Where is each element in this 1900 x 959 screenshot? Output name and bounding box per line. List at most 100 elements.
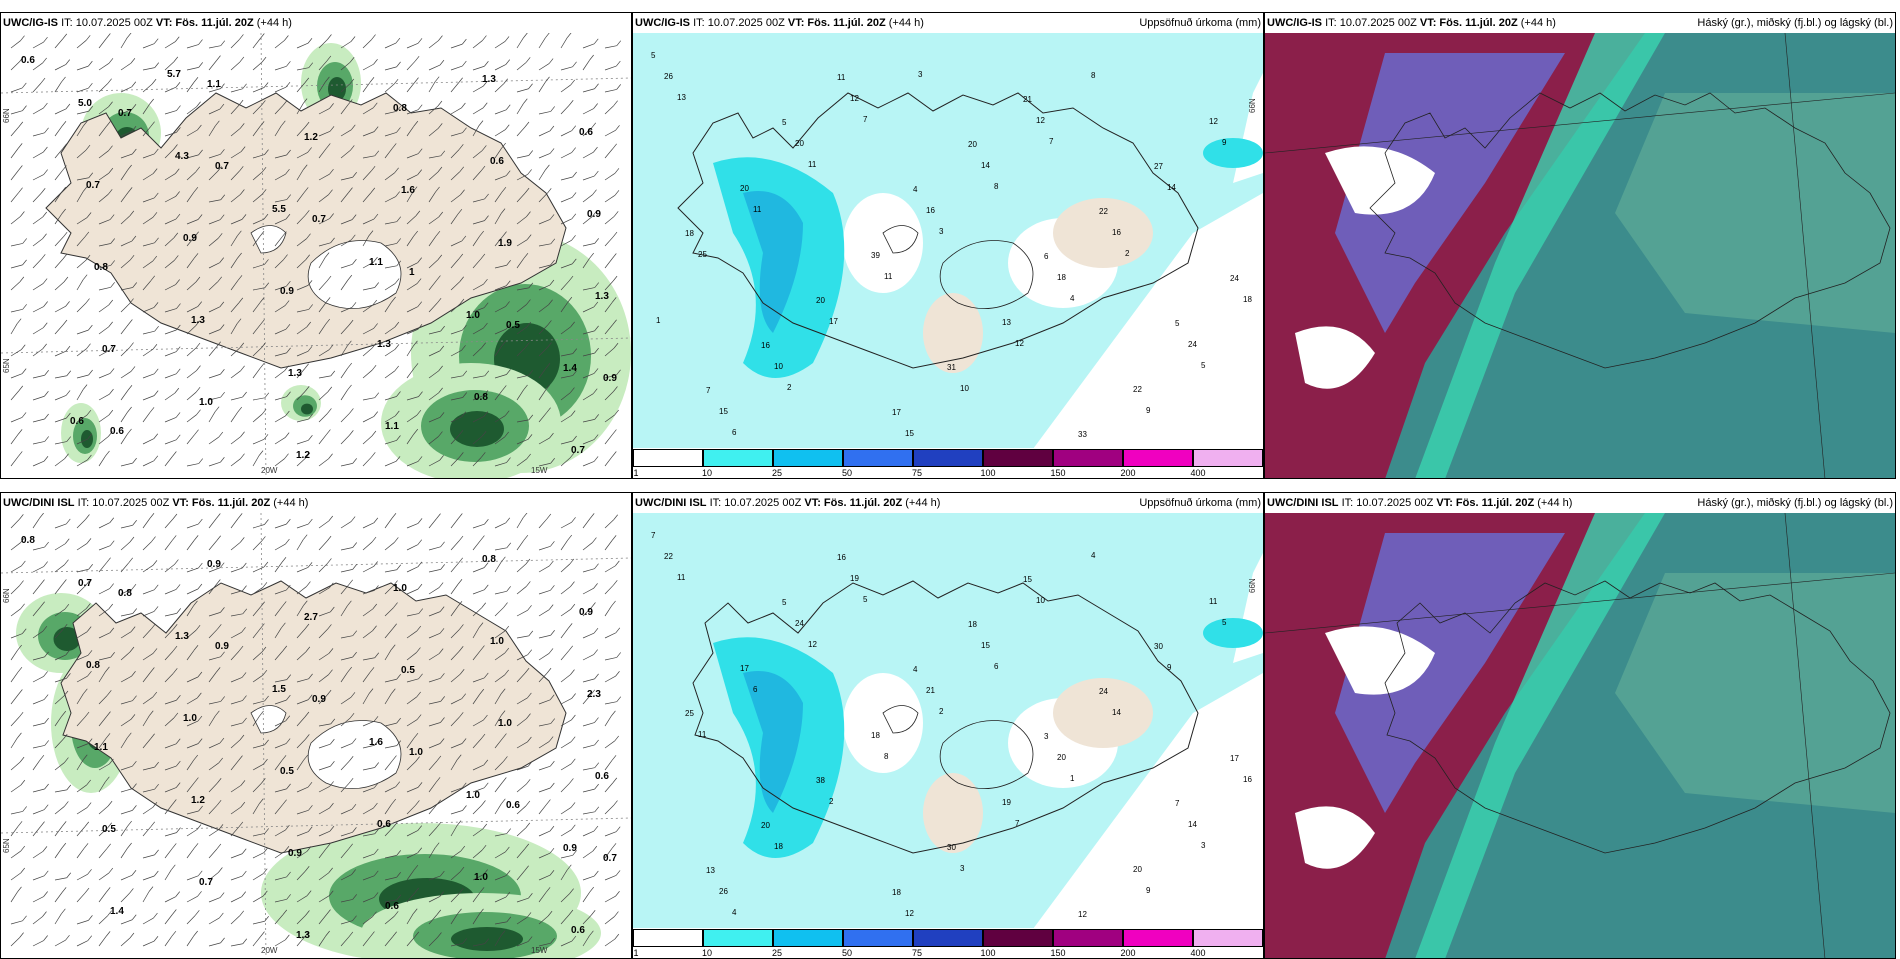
wind-barb xyxy=(142,197,155,203)
wind-barb xyxy=(538,264,551,269)
wind-barb xyxy=(450,698,462,705)
wind-barb-flag xyxy=(107,189,113,195)
gust-value: 0.6 xyxy=(595,771,609,782)
wind-barb xyxy=(98,522,110,529)
wind-barb-flag xyxy=(20,35,25,41)
panel-title: UWC/IG-IS IT: 10.07.2025 00Z VT: Fös. 11… xyxy=(3,17,292,29)
wind-barb-flag xyxy=(88,564,93,570)
wind-barb-flag xyxy=(396,391,401,397)
wind-barb xyxy=(516,458,527,467)
wind-barb-flag xyxy=(195,276,201,283)
wind-barb xyxy=(340,41,352,49)
wind-barb-flag xyxy=(415,756,420,762)
wind-barb-flag xyxy=(413,732,419,739)
wind-barb xyxy=(296,126,306,137)
precip-value: 18 xyxy=(1243,295,1252,304)
wind-barb xyxy=(208,306,220,313)
precip-value: 16 xyxy=(761,341,770,350)
wind-barb xyxy=(274,720,286,727)
wind-barb-flag xyxy=(240,146,246,152)
wind-barb-flag xyxy=(44,740,49,746)
wind-barb xyxy=(230,411,239,423)
wind-barb xyxy=(230,171,240,181)
wind-barb-flag xyxy=(501,340,507,347)
wind-barb-flag xyxy=(237,275,243,281)
wind-barb-flag xyxy=(348,843,353,850)
wind-barb-flag xyxy=(546,513,552,520)
wind-barb-flag xyxy=(330,237,335,244)
wind-barb xyxy=(164,392,176,401)
wind-barb xyxy=(494,921,507,925)
wind-barb-flag xyxy=(129,210,135,217)
wind-barb xyxy=(428,701,441,705)
wind-barb-flag xyxy=(259,710,264,717)
wind-barb-flag xyxy=(239,34,244,40)
wind-barb-flag xyxy=(85,35,91,41)
precip-value: 3 xyxy=(1044,732,1049,741)
wind-barb-flag xyxy=(548,604,554,610)
wind-barb xyxy=(296,567,309,573)
wind-barb-flag xyxy=(591,602,596,608)
wind-barb xyxy=(274,173,286,181)
wind-barb xyxy=(252,873,264,881)
wind-barb-flag xyxy=(82,384,88,390)
wind-barb-flag xyxy=(40,579,45,585)
wind-barb-flag xyxy=(480,253,486,260)
wind-barb-flag xyxy=(372,102,378,109)
wind-barb-flag xyxy=(176,760,181,767)
gust-value: 1.1 xyxy=(385,421,399,432)
wind-barb xyxy=(32,606,41,617)
wind-barb-flag xyxy=(174,559,179,565)
wind-barb xyxy=(428,569,441,573)
wind-barb xyxy=(538,787,551,793)
wind-barb-flag xyxy=(176,827,181,833)
wind-barb-flag xyxy=(459,624,464,630)
wind-barb xyxy=(120,788,133,793)
precip-value: 17 xyxy=(740,664,749,673)
wind-barb-flag xyxy=(21,412,27,418)
wind-barb-flag xyxy=(414,931,420,938)
wind-barb-flag xyxy=(109,388,114,395)
wind-barb xyxy=(54,939,66,947)
wind-barb xyxy=(450,629,460,639)
wind-barb-flag xyxy=(570,669,575,675)
wind-barb-flag xyxy=(594,282,600,288)
wind-barb xyxy=(450,810,463,815)
wind-barb xyxy=(230,436,241,445)
wind-barb xyxy=(54,458,65,467)
wind-barb-flag xyxy=(482,145,487,151)
wind-barb xyxy=(582,518,591,529)
wind-barb xyxy=(318,807,330,815)
wind-barb xyxy=(604,148,613,159)
wind-barb xyxy=(274,352,287,357)
wind-barb xyxy=(340,239,352,247)
wind-barb xyxy=(582,194,593,203)
wind-barb xyxy=(186,650,195,661)
wind-barb-flag xyxy=(373,256,378,263)
precip-value: 18 xyxy=(685,229,694,238)
wind-barb xyxy=(142,766,155,771)
wind-barb xyxy=(164,373,177,379)
precip-value: 9 xyxy=(1222,138,1227,147)
wind-barb xyxy=(560,37,568,49)
wind-barb xyxy=(98,781,106,793)
wind-barb xyxy=(296,539,304,551)
wind-barb xyxy=(560,628,569,639)
wind-barb-flag xyxy=(264,259,269,265)
wind-barb xyxy=(450,258,460,269)
wind-barb-flag xyxy=(412,186,418,192)
wind-barb-flag xyxy=(171,843,177,849)
wind-barb-flag xyxy=(500,688,506,694)
wind-barb xyxy=(120,847,128,859)
wind-barb xyxy=(362,397,375,401)
wind-barb-flag xyxy=(261,778,266,784)
wind-barb xyxy=(10,264,23,269)
precip-value: 22 xyxy=(1133,385,1142,394)
gust-value: 1.0 xyxy=(199,397,213,408)
wind-barb-flag xyxy=(242,391,247,398)
wind-barb xyxy=(98,106,109,115)
precip-core xyxy=(451,927,523,951)
wind-barb-flag xyxy=(329,802,334,809)
wind-barb-flag xyxy=(500,710,506,716)
wind-barb-flag xyxy=(440,717,445,723)
